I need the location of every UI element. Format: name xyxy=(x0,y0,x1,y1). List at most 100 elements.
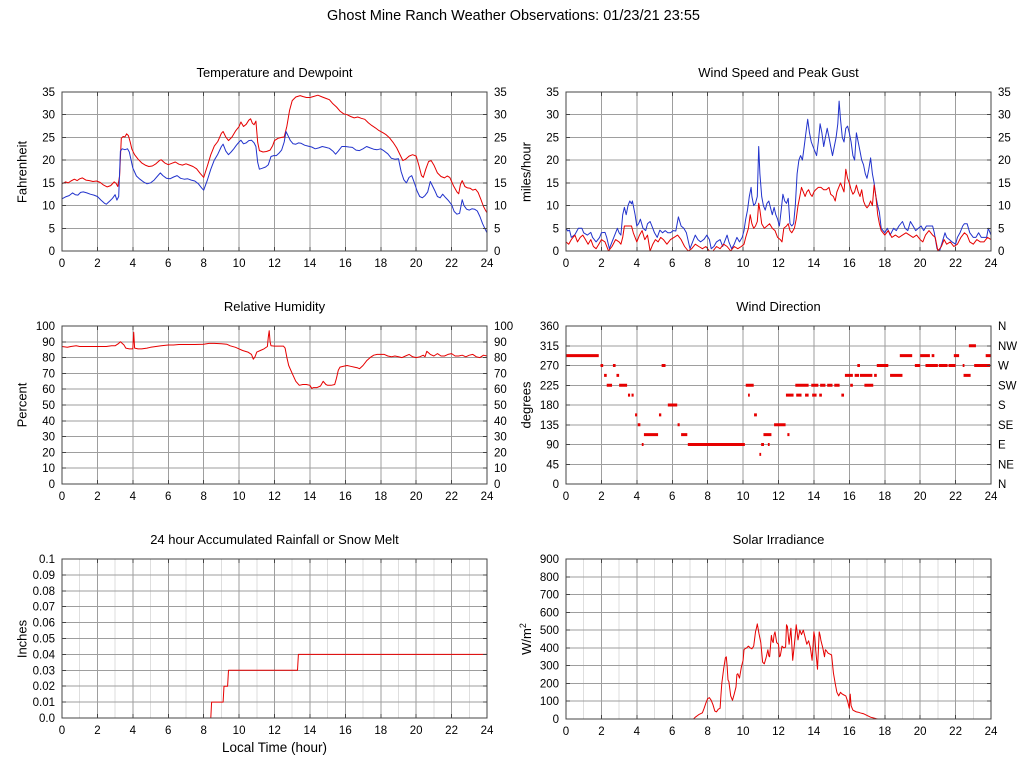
wind_direction-compass-label: N xyxy=(998,321,1006,333)
wind_direction-y-tick: 315 xyxy=(540,341,559,353)
solar-y-tick: 900 xyxy=(540,554,559,566)
rainfall-x-tick: 6 xyxy=(165,725,171,737)
temperature-y-tick-right: 0 xyxy=(494,246,500,258)
wind_direction-x-tick: 10 xyxy=(737,491,750,503)
rainfall-y-tick: 0.04 xyxy=(33,649,56,661)
solar-y-tick: 400 xyxy=(540,643,559,655)
temperature-y-tick-right: 20 xyxy=(494,155,507,167)
humidity-y-tick-right: 30 xyxy=(494,432,507,444)
temperature-x-tick: 12 xyxy=(268,258,281,270)
temperature-x-tick: 4 xyxy=(130,258,137,270)
solar-y-tick: 800 xyxy=(540,572,559,584)
humidity-y-tick: 30 xyxy=(42,432,55,444)
rainfall-y-tick: 0.09 xyxy=(33,570,55,582)
humidity-y-tick: 70 xyxy=(42,368,55,380)
wind_direction-compass-label: S xyxy=(998,400,1006,412)
rainfall-y-tick: 0.1 xyxy=(39,554,55,566)
wind_speed-y-tick-right: 20 xyxy=(998,155,1011,167)
wind_direction-y-axis-label-text: degrees xyxy=(518,381,534,429)
wind_speed-y-tick: 5 xyxy=(553,223,559,235)
solar-x-tick: 18 xyxy=(878,726,891,738)
humidity-y-tick: 0 xyxy=(49,479,55,491)
humidity-x-tick: 4 xyxy=(130,491,137,503)
wind_speed-y-tick: 0 xyxy=(553,246,559,258)
wind_direction-y-tick: 270 xyxy=(540,361,559,373)
wind_direction-compass-label: NW xyxy=(998,341,1017,353)
solar-y-axis-label-sup: 2 xyxy=(517,623,528,629)
rainfall-x-tick: 12 xyxy=(268,725,281,737)
wind_speed-x-tick: 8 xyxy=(704,258,710,270)
rainfall-y-tick: 0.07 xyxy=(33,602,55,614)
humidity-y-tick: 50 xyxy=(42,400,55,412)
wind_speed-title: Wind Speed and Peak Gust xyxy=(698,65,859,80)
wind_speed-x-tick: 0 xyxy=(563,258,569,270)
humidity-y-tick-right: 80 xyxy=(494,353,507,365)
page-title: Ghost Mine Ranch Weather Observations: 0… xyxy=(327,8,700,24)
solar-x-tick: 10 xyxy=(737,726,750,738)
wind_direction-compass-label: NE xyxy=(998,459,1014,471)
temperature-y-axis-label: Fahrenheit xyxy=(15,140,30,202)
temperature-x-tick: 22 xyxy=(445,258,458,270)
temperature-x-tick: 6 xyxy=(165,258,171,270)
solar-y-axis-label-text: W/m xyxy=(519,628,535,655)
temperature-x-tick: 10 xyxy=(233,258,246,270)
wind_speed-y-tick: 10 xyxy=(546,201,559,213)
temperature-y-tick-right: 35 xyxy=(494,87,507,99)
temperature-y-tick: 0 xyxy=(49,246,55,258)
temperature-x-tick: 20 xyxy=(410,258,423,270)
humidity-y-axis-label: Percent xyxy=(15,383,30,428)
temperature-x-tick: 14 xyxy=(304,258,317,270)
rainfall-y-axis-label-text: Inches xyxy=(14,619,30,658)
wind_direction-y-tick: 225 xyxy=(540,380,559,392)
humidity-plot: 0 2 4 6 8 10 12 14 16 18 20 22 240102030405060708090… xyxy=(36,321,513,503)
wind_direction-y-axis-label: degrees xyxy=(519,382,534,429)
wind_speed-x-tick: 6 xyxy=(669,258,675,270)
temperature-line xyxy=(61,94,488,214)
rainfall-x-tick: 16 xyxy=(339,725,352,737)
wind_direction-x-tick: 2 xyxy=(598,491,604,503)
temperature-x-tick: 8 xyxy=(200,258,206,270)
relative_humidity-line xyxy=(61,330,488,389)
wind_direction-compass-label: SE xyxy=(998,420,1014,432)
rainfall-y-tick: 0.03 xyxy=(33,665,55,677)
wind_direction-y-tick: 360 xyxy=(540,321,559,333)
wind_speed-x-tick: 10 xyxy=(737,258,750,270)
rainfall-x-tick: 14 xyxy=(304,725,317,737)
solar-plot: 0 2 4 6 8 10 12 14 16 18 20 22 240100200300400500600… xyxy=(540,554,998,738)
rainfall-x-tick: 22 xyxy=(445,725,458,737)
humidity-x-tick: 18 xyxy=(374,491,387,503)
wind_speed-y-tick-right: 15 xyxy=(998,178,1011,190)
wind_speed-x-tick: 12 xyxy=(772,258,785,270)
humidity-y-tick-right: 70 xyxy=(494,368,507,380)
solar-x-tick: 2 xyxy=(598,726,604,738)
wind_speed-x-tick: 24 xyxy=(985,258,998,270)
wind_direction-title: Wind Direction xyxy=(736,299,821,314)
wind_direction-y-tick: 45 xyxy=(546,459,559,471)
humidity-x-tick: 2 xyxy=(94,491,100,503)
wind_direction-compass-label: E xyxy=(998,440,1006,452)
humidity-title: Relative Humidity xyxy=(223,299,326,314)
rainfall-y-axis-label: Inches xyxy=(15,619,30,657)
wind_direction-y-tick: 0 xyxy=(553,479,559,491)
humidity-x-tick: 12 xyxy=(268,491,281,503)
humidity-y-tick-right: 0 xyxy=(494,479,500,491)
wind_direction-compass-label: N xyxy=(998,479,1006,491)
humidity-x-tick: 14 xyxy=(304,491,317,503)
wind_direction-x-tick: 12 xyxy=(772,491,785,503)
wind_speed-plot: 0 2 4 6 8 10 12 14 16 18 20 22 240510152025303505101… xyxy=(546,87,1011,270)
solar-x-tick: 12 xyxy=(772,726,785,738)
wind_direction-x-tick: 14 xyxy=(808,491,821,503)
temperature-y-tick: 35 xyxy=(42,87,55,99)
humidity-y-tick: 80 xyxy=(42,353,55,365)
rainfall-x-axis-label: Local Time (hour) xyxy=(221,740,328,755)
wind_speed-y-tick: 35 xyxy=(546,87,559,99)
wind_speed-line xyxy=(565,168,992,252)
humidity-x-tick: 8 xyxy=(200,491,206,503)
wind_direction-x-tick: 16 xyxy=(843,491,856,503)
dewpoint-line xyxy=(61,131,488,234)
wind_speed-x-tick: 4 xyxy=(634,258,641,270)
wind_speed-y-tick-right: 10 xyxy=(998,201,1011,213)
wind_speed-y-tick-right: 30 xyxy=(998,110,1011,122)
